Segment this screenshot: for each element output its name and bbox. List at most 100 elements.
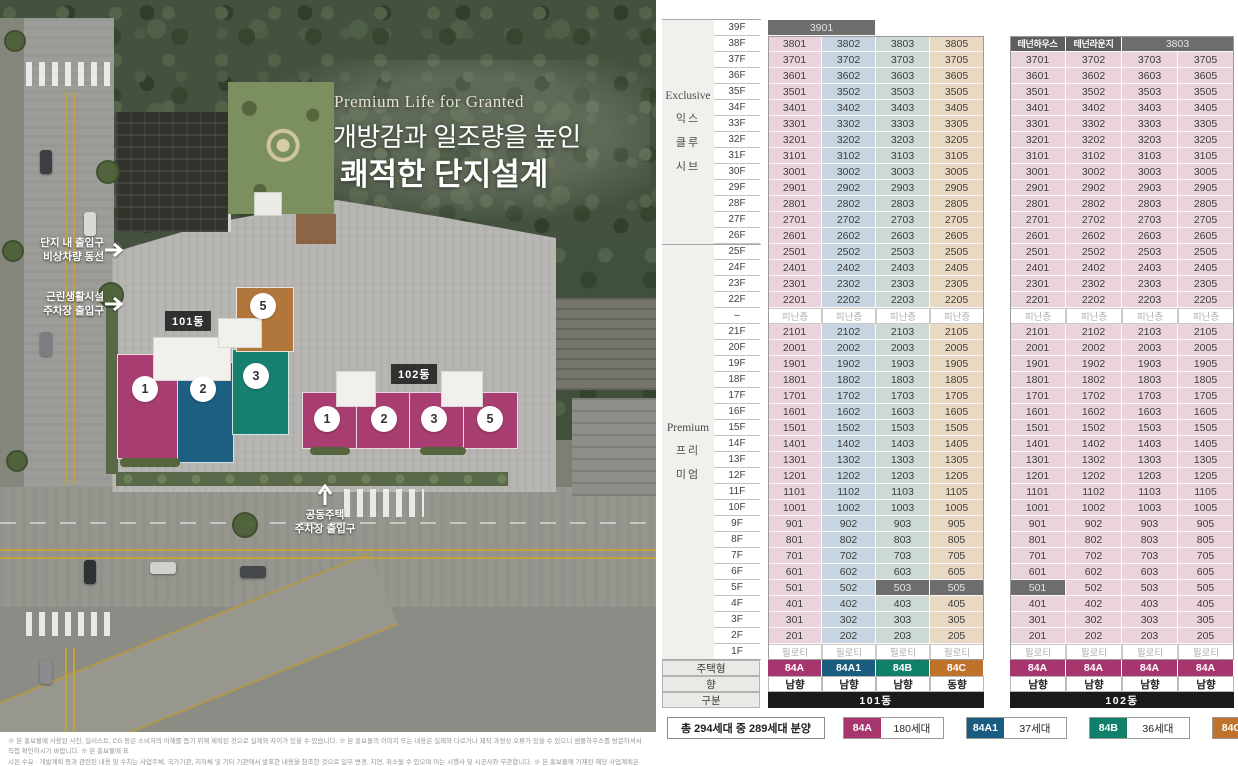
unit-cell-101: 3602 bbox=[822, 68, 876, 84]
floor-label: 10F bbox=[714, 500, 760, 516]
landscape-strip bbox=[106, 296, 118, 474]
unit-cell-101: 2301 bbox=[768, 276, 822, 292]
unit-cell-102: 3002 bbox=[1066, 164, 1122, 180]
unit-cell-102: 802 bbox=[1066, 532, 1122, 548]
unit-cell-102: 903 bbox=[1122, 516, 1178, 532]
unit-cell-101: 3703 bbox=[876, 52, 930, 68]
unit-cell-102: 2605 bbox=[1178, 228, 1234, 244]
table-rule bbox=[662, 19, 761, 20]
unit-circle-102-2: 2 bbox=[371, 406, 397, 432]
unit-cell-102: 1505 bbox=[1178, 420, 1234, 436]
unit-cell-101: 201 bbox=[768, 628, 822, 644]
unit-cell-102: 305 bbox=[1178, 612, 1234, 628]
legend-item-84C: 84C36세대 bbox=[1211, 717, 1238, 739]
table-rule bbox=[662, 659, 761, 660]
direction-cell-102: 남향 bbox=[1178, 676, 1234, 692]
floor-label: 15F bbox=[714, 420, 760, 436]
unit-cell-102: 3502 bbox=[1066, 84, 1122, 100]
unit-cell-101: 1803 bbox=[876, 372, 930, 388]
legend-count: 180세대 bbox=[880, 718, 943, 738]
unit-cell-101: 701 bbox=[768, 548, 822, 564]
unit-cell-102: 705 bbox=[1178, 548, 1234, 564]
unit-circle-102-5: 5 bbox=[477, 406, 503, 432]
unit-cell-102: 502 bbox=[1066, 580, 1122, 596]
unit-cell-101: 2402 bbox=[822, 260, 876, 276]
unit-cell-102: 3505 bbox=[1178, 84, 1234, 100]
neighbor-building bbox=[572, 398, 656, 496]
unit-cell-101: 503 bbox=[876, 580, 930, 596]
row-label-direction: 향 bbox=[662, 676, 760, 692]
unit-cell-102: 2402 bbox=[1066, 260, 1122, 276]
neighbor-building bbox=[556, 298, 656, 390]
tree bbox=[4, 30, 26, 52]
unit-cell-101: 피난층 bbox=[768, 308, 822, 324]
unit-cell-101: 2601 bbox=[768, 228, 822, 244]
unit-cell-102: 3001 bbox=[1010, 164, 1066, 180]
unit-cell-102: 2403 bbox=[1122, 260, 1178, 276]
unit-cell-102: 405 bbox=[1178, 596, 1234, 612]
section-label-premium: Premium 프리 미엄 bbox=[662, 244, 714, 660]
unit-cell-102: 2505 bbox=[1178, 244, 1234, 260]
floor-label: 13F bbox=[714, 452, 760, 468]
unit-cell-102: 1602 bbox=[1066, 404, 1122, 420]
unit-cell-101: 3003 bbox=[876, 164, 930, 180]
unit-cell-101: 2702 bbox=[822, 212, 876, 228]
unit-cell-101: 3102 bbox=[822, 148, 876, 164]
unit-cell-101: 1001 bbox=[768, 500, 822, 516]
road-center-line bbox=[65, 92, 75, 484]
unit-cell-102: 1302 bbox=[1066, 452, 1122, 468]
unit-cell-102: 1305 bbox=[1178, 452, 1234, 468]
unit-cell-101: 2503 bbox=[876, 244, 930, 260]
unit-cell-102: 3102 bbox=[1066, 148, 1122, 164]
unit-cell-102: 필로티 bbox=[1010, 644, 1066, 660]
unit-cell-101: 505 bbox=[930, 580, 984, 596]
unit-cell-102: 3201 bbox=[1010, 132, 1066, 148]
unit-cell-101: 1203 bbox=[876, 468, 930, 484]
unit-cell-102: 202 bbox=[1066, 628, 1122, 644]
unit-cell-101: 필로티 bbox=[822, 644, 876, 660]
unit-cell-102: 1805 bbox=[1178, 372, 1234, 388]
unit-cell-102: 1601 bbox=[1010, 404, 1066, 420]
floor-label: 39F bbox=[714, 20, 760, 36]
unit-cell-101: 1502 bbox=[822, 420, 876, 436]
unit-cell-102: 3205 bbox=[1178, 132, 1234, 148]
unit-cell-102: 2901 bbox=[1010, 180, 1066, 196]
unit-cell-102: 2602 bbox=[1066, 228, 1122, 244]
unit-cell-102: 3602 bbox=[1066, 68, 1122, 84]
unit-cell-101: 2302 bbox=[822, 276, 876, 292]
unit-cell-102: 1202 bbox=[1066, 468, 1122, 484]
section-label-ko: 익스 bbox=[675, 113, 701, 125]
annotation-apartment-parking: 공동주택 주차장 출입구 bbox=[283, 508, 367, 536]
unit-number: 2 bbox=[380, 412, 388, 426]
unit-circle-101-1: 1 bbox=[132, 376, 158, 402]
annotation-line: 비상차량 동선 bbox=[43, 251, 104, 264]
unit-cell-102: 1803 bbox=[1122, 372, 1178, 388]
unit-cell-102: 601 bbox=[1010, 564, 1066, 580]
tagline: Premium Life for Granted bbox=[334, 92, 524, 111]
disclaimer: ※ 본 홍보물에 사용된 사진, 일러스트, CG 등은 소비자의 이해를 돕기… bbox=[8, 737, 642, 766]
unit-cell-101: 2203 bbox=[876, 292, 930, 308]
unit-cell-102: 2303 bbox=[1122, 276, 1178, 292]
unit-cell-102: 1801 bbox=[1010, 372, 1066, 388]
unit-cell-101: 3702 bbox=[822, 52, 876, 68]
unit-cell-102: 3003 bbox=[1122, 164, 1178, 180]
unit-cell-102: 505 bbox=[1178, 580, 1234, 596]
building-101-core bbox=[218, 318, 262, 348]
unit-cell-102: 3202 bbox=[1066, 132, 1122, 148]
unit-cell-102: 3101 bbox=[1010, 148, 1066, 164]
unit-cell-102: 테넌하우스 bbox=[1010, 36, 1066, 52]
unit-cell-102: 1001 bbox=[1010, 500, 1066, 516]
unit-cell-101: 1103 bbox=[876, 484, 930, 500]
floor-label: 31F bbox=[714, 148, 760, 164]
legend-bar: 총 294세대 중 289세대 분양 84A 180세대 84A1 37세대 84B 36… bbox=[667, 717, 1238, 739]
unit-cell-102: 1301 bbox=[1010, 452, 1066, 468]
unit-circle-101-3: 3 bbox=[243, 363, 269, 389]
unit-cell-101: 2602 bbox=[822, 228, 876, 244]
crosswalk bbox=[26, 612, 112, 636]
building-101-badge: 101동 bbox=[165, 311, 212, 331]
unit-cell-101: 502 bbox=[822, 580, 876, 596]
legend-item-84A: 84A 180세대 bbox=[842, 717, 944, 739]
crosswalk bbox=[344, 489, 424, 517]
floor-label: 3F bbox=[714, 612, 760, 628]
unit-cell-102: 1703 bbox=[1122, 388, 1178, 404]
